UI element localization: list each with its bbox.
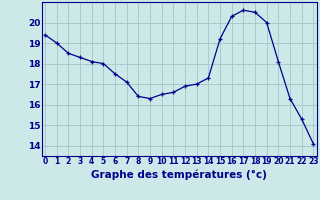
X-axis label: Graphe des températures (°c): Graphe des températures (°c): [91, 169, 267, 180]
